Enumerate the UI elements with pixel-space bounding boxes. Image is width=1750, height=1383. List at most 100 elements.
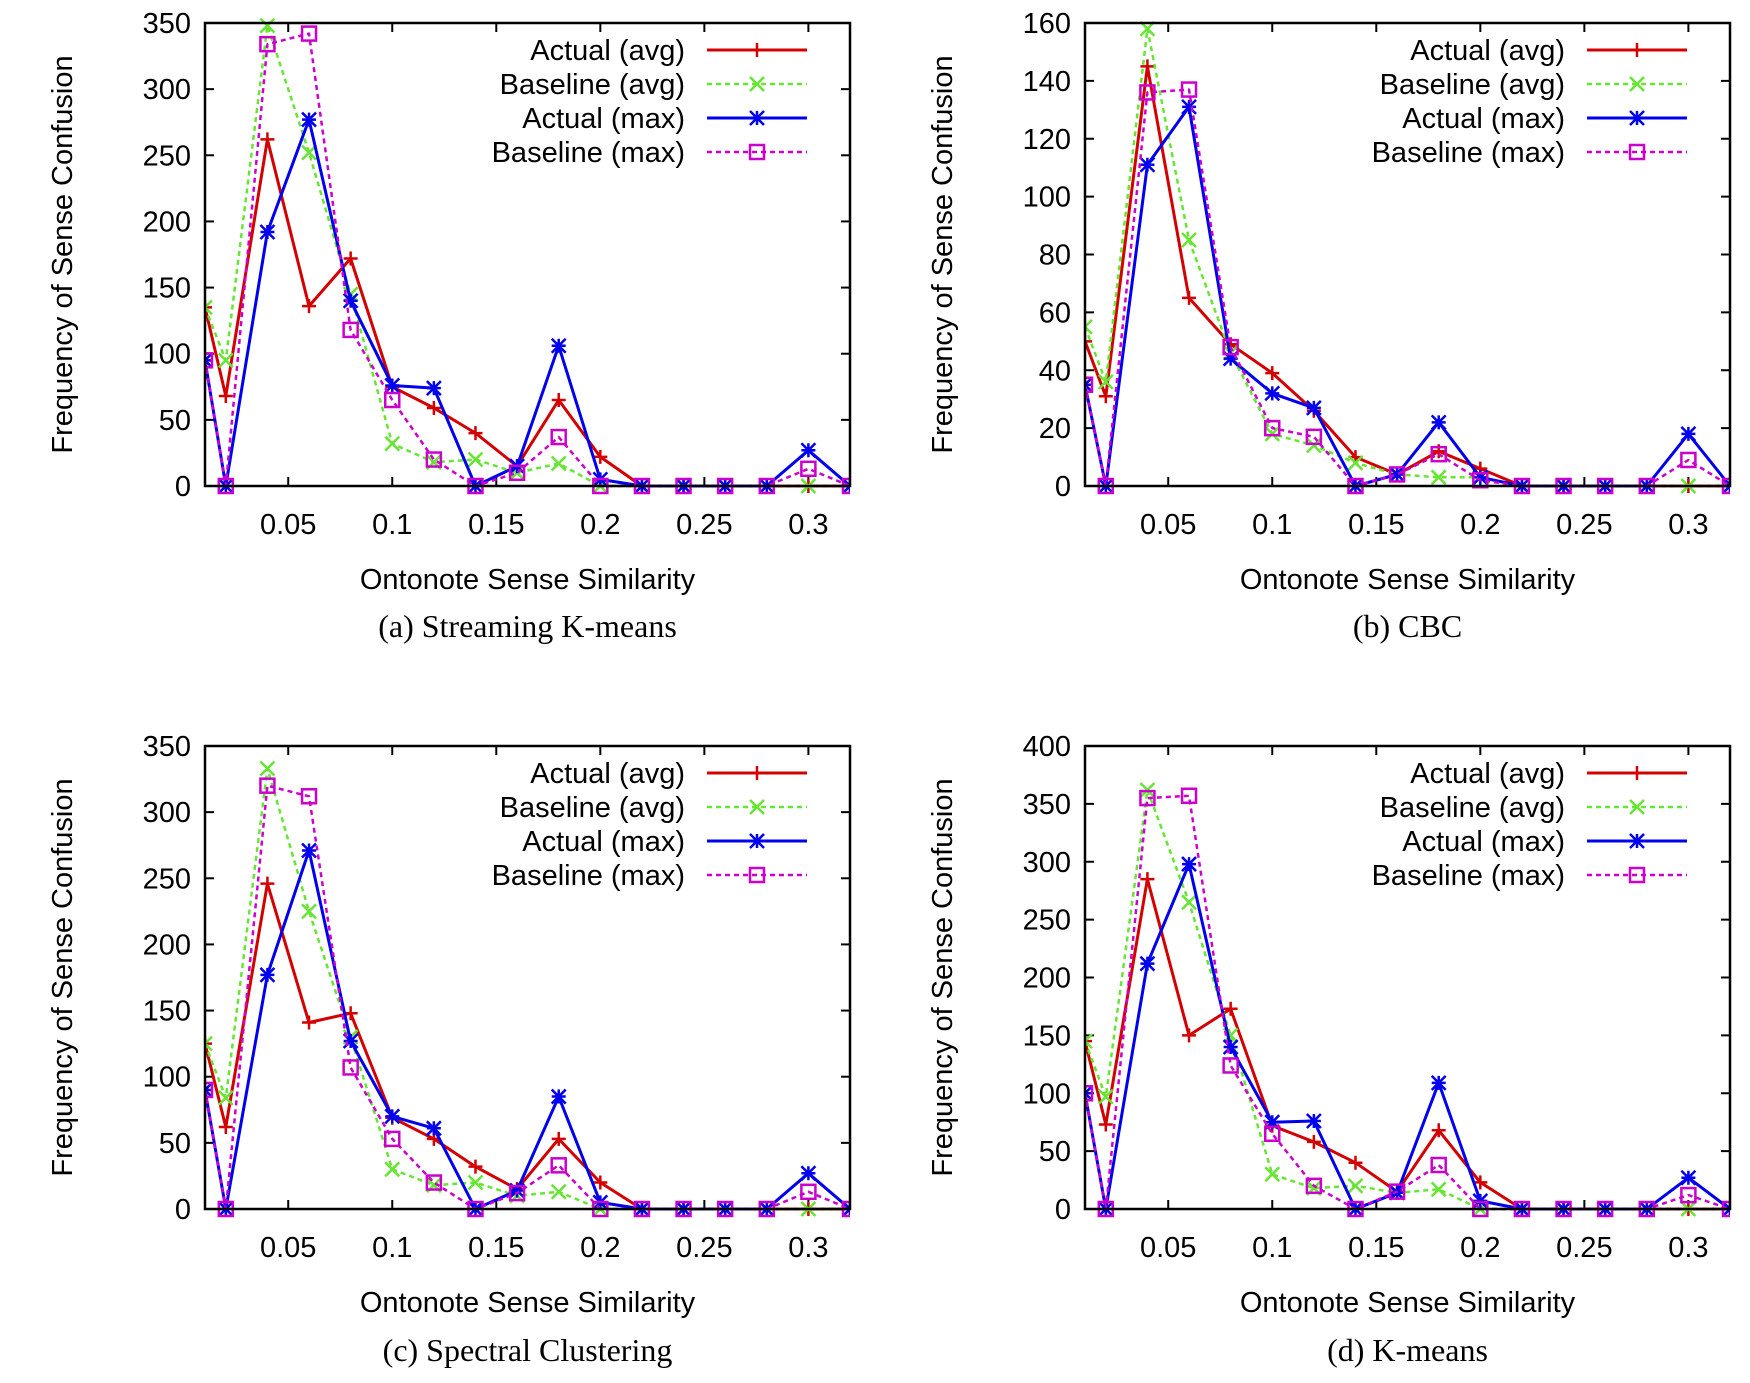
y-tick-label: 300: [1023, 847, 1071, 879]
legend-marker: [1629, 110, 1645, 126]
panel-caption: (c) Spectral Clustering: [383, 1332, 673, 1368]
series-actual-avg-point: [593, 1175, 608, 1190]
series-actual-avg-point: [218, 389, 233, 404]
legend-label: Baseline (max): [492, 137, 685, 169]
legend: Actual (avg)Baseline (avg)Actual (max)Ba…: [492, 758, 807, 892]
y-tick-label: 160: [1023, 8, 1071, 40]
series-actual-max-line: [205, 118, 850, 488]
series-actual-max-point: [1430, 1074, 1447, 1091]
legend-marker: [749, 76, 765, 92]
series-actual-max-point: [550, 1088, 567, 1105]
series-baseline-max-point: [1388, 466, 1406, 483]
y-axis-label: Frequency of Sense Confusion: [47, 55, 79, 453]
plot-frame: [1083, 21, 1732, 488]
series-actual-max-point: [1680, 1169, 1697, 1186]
chart-panel-c: 0 50 100 150 200 250 300 350 0.05 0.1 0.15 0.2 0.25 0…: [47, 731, 852, 1368]
series-baseline-avg-point: [259, 760, 276, 777]
series-actual-max-point: [1472, 469, 1489, 486]
series-actual-max-point: [425, 1120, 442, 1137]
series-baseline-max-line: [205, 784, 850, 1211]
y-tick-label: 120: [1023, 124, 1071, 156]
series-baseline-avg-point: [1085, 1033, 1093, 1050]
series-actual-avg-point: [1085, 1034, 1092, 1049]
series-actual-avg-point: [1223, 1001, 1238, 1016]
series-actual-avg-point: [205, 300, 212, 315]
series-baseline-avg-point: [1097, 1088, 1114, 1105]
legend-label: Actual (avg): [1410, 758, 1565, 790]
series-baseline-max-point: [342, 321, 359, 339]
panel-caption: (a) Streaming K-means: [378, 608, 677, 644]
series-baseline-avg-point: [205, 1035, 213, 1052]
series-actual-max-point: [1680, 426, 1697, 442]
legend-marker: [750, 766, 764, 780]
legend-marker: [1629, 833, 1645, 849]
x-tick-label: 0.1: [372, 509, 412, 541]
y-tick-label: 250: [1023, 905, 1071, 937]
x-axis-label: Ontonote Sense Similarity: [1240, 1287, 1576, 1319]
series-baseline-max-point: [550, 1157, 567, 1174]
legend-label: Baseline (avg): [1380, 69, 1565, 101]
series-baseline-avg-point: [1347, 454, 1364, 471]
legend-label: Baseline (max): [492, 860, 685, 892]
series-actual-max-point: [342, 1033, 359, 1049]
series-actual-avg-point: [1140, 872, 1155, 887]
series-actual-max-point: [1222, 1039, 1239, 1055]
series-baseline-max-point: [1085, 376, 1094, 393]
series-baseline-avg-point: [467, 451, 484, 468]
legend: Actual (avg)Baseline (avg)Actual (max)Ba…: [1372, 758, 1687, 892]
series-baseline-max-point: [384, 1130, 401, 1148]
legend-label: Actual (avg): [530, 758, 685, 790]
series-baseline-max-point: [300, 25, 318, 42]
series-baseline-max-point: [1680, 1186, 1697, 1204]
y-tick-label: 400: [1023, 731, 1071, 763]
series-baseline-max-point: [800, 1183, 817, 1201]
x-tick-label: 0.15: [468, 509, 524, 541]
series-actual-avg-point: [1348, 1155, 1363, 1170]
series-baseline-avg-point: [1305, 437, 1322, 454]
x-tick-label: 0.1: [1252, 1232, 1292, 1264]
y-tick-label: 80: [1039, 240, 1071, 272]
x-tick-label: 0.25: [1556, 1232, 1612, 1264]
series-actual-avg-point: [1182, 290, 1197, 305]
series-baseline-max-point: [1430, 1156, 1447, 1174]
legend-label: Baseline (avg): [1380, 792, 1565, 824]
y-axis-label: Frequency of Sense Confusion: [927, 55, 959, 453]
series-baseline-max-point: [1305, 428, 1323, 446]
series-baseline-avg-point: [217, 352, 234, 369]
x-tick-label: 0.2: [1460, 509, 1500, 541]
y-tick-label: 50: [159, 405, 191, 437]
series-actual-avg-point: [1182, 1028, 1197, 1043]
series-actual-max-point: [1430, 414, 1447, 431]
series-baseline-max-point: [205, 352, 214, 369]
series-baseline-max-point: [1222, 1057, 1239, 1074]
series-actual-max-point: [384, 377, 401, 394]
y-tick-label: 300: [143, 797, 191, 829]
series-baseline-avg-point: [1347, 1177, 1364, 1194]
series-baseline-avg-point: [1181, 894, 1197, 911]
chart-panel-a: 0 50 100 150 200 250 300 350 0.05 0.1 0.15 0.2 0.25 0…: [47, 8, 852, 644]
series-baseline-max-line: [205, 32, 850, 488]
y-tick-label: 250: [143, 863, 191, 895]
legend-marker: [750, 43, 764, 57]
series-actual-avg-point: [343, 251, 358, 266]
x-tick-label: 0.2: [580, 1232, 620, 1264]
series-actual-avg-point: [1098, 389, 1113, 404]
series-baseline-max-point: [259, 35, 276, 53]
legend-label: Actual (avg): [1410, 35, 1565, 67]
y-tick-label: 20: [1039, 413, 1071, 445]
series-baseline-max-point: [1222, 338, 1239, 356]
legend-marker: [749, 833, 765, 849]
series-actual-avg-point: [1306, 1134, 1321, 1149]
series-actual-max-point: [259, 224, 276, 240]
series-actual-max-point: [1139, 955, 1156, 972]
series-baseline-max-point: [1264, 1125, 1281, 1143]
y-tick-label: 350: [143, 731, 191, 763]
y-tick-label: 100: [143, 1062, 191, 1094]
legend-marker: [749, 110, 765, 126]
y-axis-label: Frequency of Sense Confusion: [927, 778, 959, 1176]
series-baseline-max-point: [508, 464, 526, 482]
series-baseline-max-point: [1180, 81, 1198, 98]
y-tick-label: 0: [1055, 471, 1071, 503]
y-tick-label: 0: [1055, 1194, 1071, 1226]
